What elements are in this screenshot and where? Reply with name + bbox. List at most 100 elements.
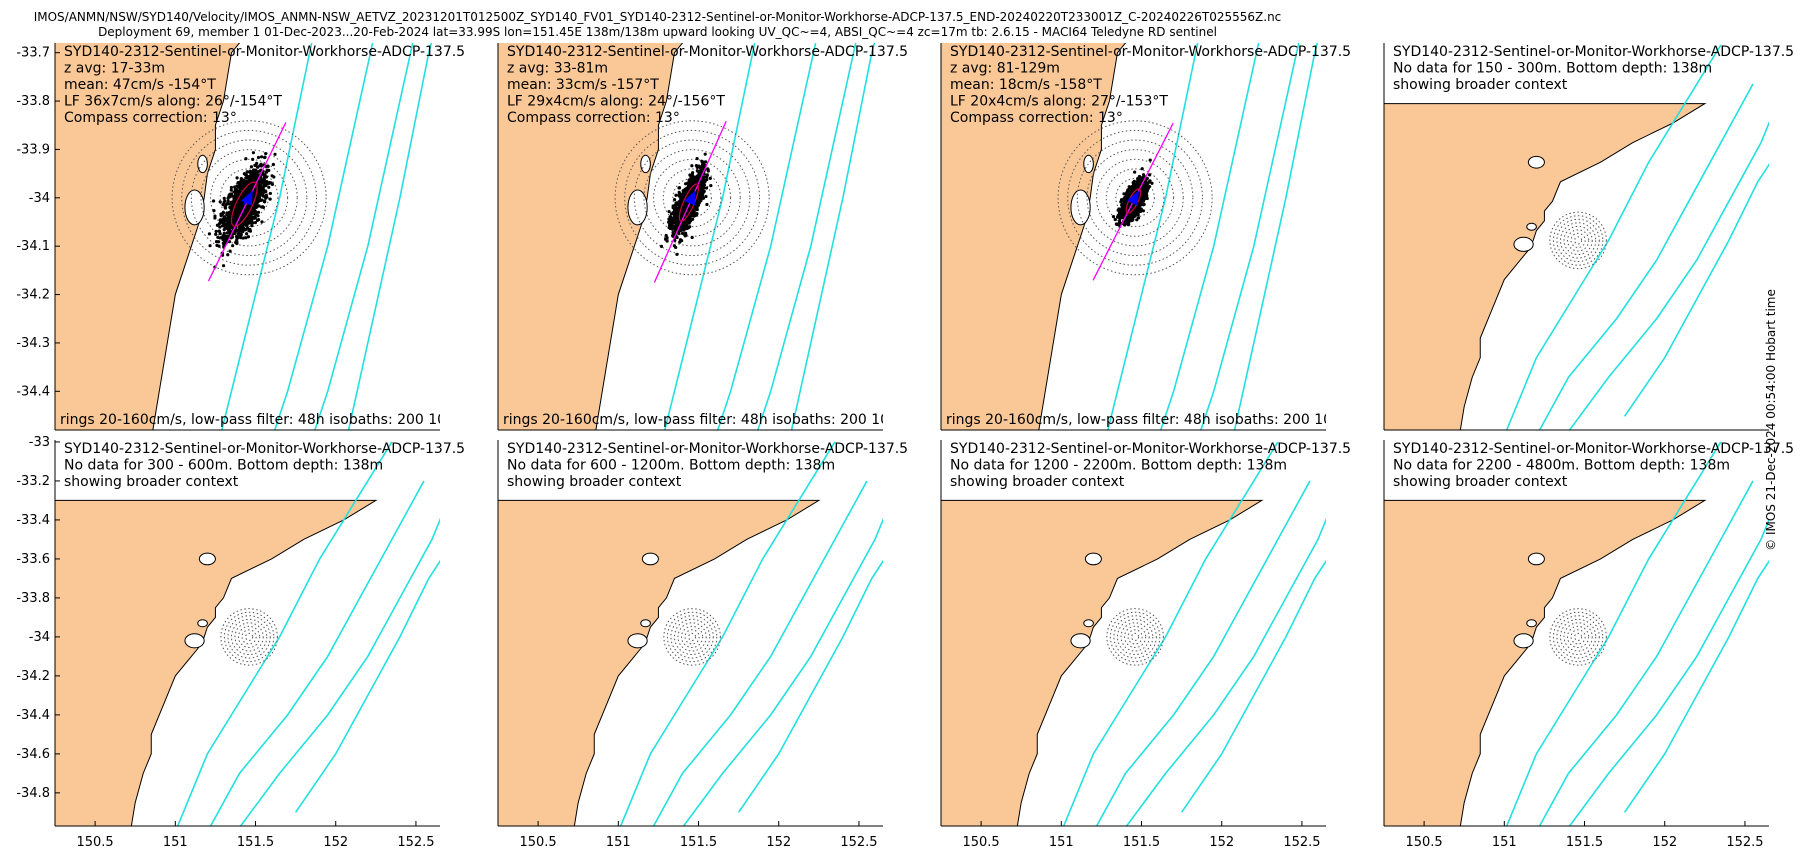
estuary [197,619,208,628]
velocity-ring [670,615,714,659]
scatter-point [1139,200,1143,205]
scatter-point [1117,207,1121,211]
scatter-point [678,228,682,232]
scatter-point [1134,211,1138,215]
scatter-point [678,199,682,204]
panel-annotation-line: showing broader context [1393,474,1568,490]
velocity-ring [234,622,264,652]
scatter-point [266,168,270,172]
velocity-ring [684,629,700,645]
scatter-point [677,186,681,190]
scatter-point [700,163,705,167]
estuary [184,633,205,649]
isobath-200 [176,441,393,826]
x-tick-label: 150.5 [519,835,556,850]
scatter-point [709,184,713,188]
scatter-point [238,182,242,187]
scatter-point [672,210,676,214]
velocity-ring [681,625,704,648]
scatter-point [700,184,704,189]
scatter-point [689,214,693,218]
land-area [1384,103,1707,430]
panel-plot-area [55,441,440,826]
land-area [55,499,378,826]
panel-footer: rings 20-160cm/s, low-pass filter: 48h i… [946,412,1430,428]
panel-4: SYD140-2312-Sentinel-or-Monitor-Workhors… [1383,43,1794,431]
velocity-ring [663,608,721,666]
scatter-point [1125,221,1130,225]
velocity-ring [245,632,254,641]
isobath-2000 [314,43,414,430]
panel-annotation-line: No data for 150 - 300m. Bottom depth: 13… [1393,61,1712,77]
land-area [941,499,1264,826]
scatter-point [1126,216,1130,220]
panel-plot-area [941,441,1326,826]
scatter-point [690,177,694,181]
velocity-ring [688,632,697,641]
scatter-point [222,231,226,235]
scatter-point [225,231,229,235]
scatter-point [252,170,256,174]
scatter-point [1126,192,1130,196]
isobath-1000 [716,43,817,430]
scatter-point [221,203,225,207]
panel-annotation-line: No data for 300 - 600m. Bottom depth: 13… [64,458,383,474]
panel-annotation-line: showing broader context [950,474,1125,490]
velocity-ring [1552,611,1604,663]
scatter-point [683,221,688,225]
scatter-point [1123,199,1127,204]
scatter-point [248,229,253,233]
scatter-point [245,176,250,180]
velocity-ring [1559,222,1597,259]
x-tick-label: 152.5 [1726,835,1763,850]
scatter-point [703,152,707,156]
velocity-ring [1552,215,1604,266]
scatter-point [218,200,222,204]
scatter-point [695,208,699,212]
panel-annotation-line: SYD140-2312-Sentinel-or-Monitor-Workhors… [950,44,1351,60]
y-tick-label: -34.2 [16,669,50,684]
estuary [642,0,658,19]
scatter-point [676,209,680,213]
scatter-point [261,181,266,186]
scatter-point [676,202,681,207]
scatter-point [208,244,212,248]
mean-vector-head [684,190,696,206]
velocity-ring [1570,629,1586,645]
scatter-point [218,225,222,229]
scatter-point [674,235,678,240]
scatter-point [244,157,248,161]
scatter-point [250,185,255,189]
scatter-point [680,231,685,235]
scatter-point [686,216,690,220]
panel-plot-area [941,0,1319,430]
scatter-point [228,249,232,253]
panel-annotation-line: z avg: 17-33m [64,61,165,77]
scatter-point [1133,170,1137,174]
scatter-point [264,152,268,156]
scatter-point [213,214,217,218]
scatter-point [207,232,212,236]
estuary [1085,0,1101,19]
scatter-point [221,217,225,222]
velocity-ring [1115,178,1155,218]
scatter-point [1118,219,1122,223]
panel-annotation-line: showing broader context [507,474,682,490]
estuary [627,189,648,226]
scatter-point [695,205,699,209]
scatter-point [226,219,231,224]
panel-annotation-line: SYD140-2312-Sentinel-or-Monitor-Workhors… [1393,44,1794,60]
scatter-point [695,212,699,216]
scatter-point [221,211,226,215]
scatter-point [249,165,254,169]
x-tick-label: 151.5 [1566,835,1603,850]
panel-annotation-line: No data for 1200 - 2200m. Bottom depth: … [950,458,1287,474]
velocity-ring [223,611,275,663]
panel-plot-area [1384,44,1769,430]
scatter-point [1114,222,1119,226]
x-tick-label: 152.5 [397,835,434,850]
velocity-ring [238,625,261,648]
scatter-point [1127,187,1131,192]
scatter-point [225,211,229,215]
velocity-ring [672,178,712,218]
